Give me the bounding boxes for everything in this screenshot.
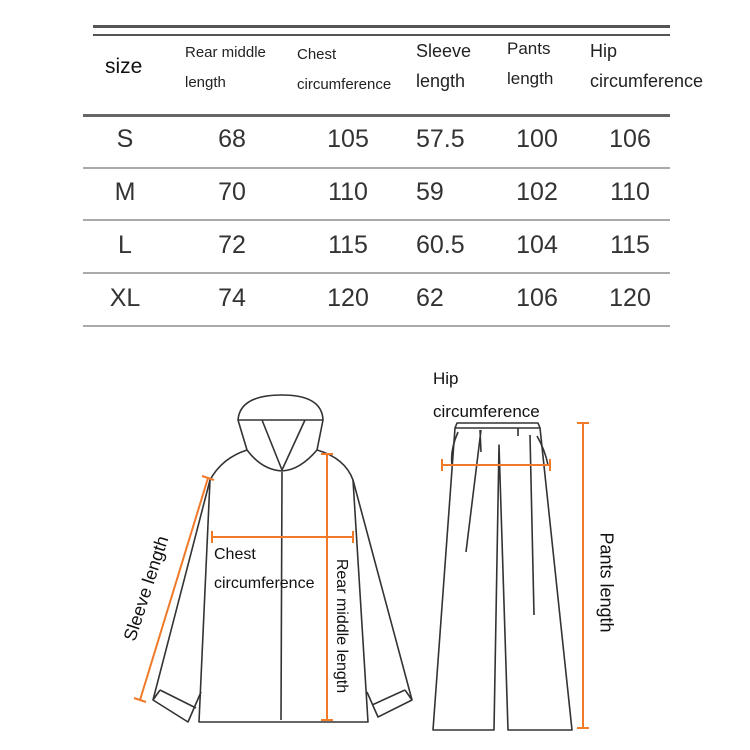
- row-rule: [83, 272, 670, 274]
- sleeve-cap: [133, 697, 147, 703]
- header-chest-circumference: Chest circumference: [297, 40, 391, 100]
- value-cell: 120: [609, 284, 651, 312]
- sleeve-length-measure: [139, 477, 209, 701]
- pants-drawing: [432, 422, 573, 731]
- size-cell: S: [116, 125, 134, 153]
- chest-label: Chest circumference: [214, 540, 314, 598]
- value-cell: 115: [328, 231, 368, 259]
- value-cell: 110: [610, 178, 650, 206]
- value-cell: 106: [516, 284, 558, 312]
- measure-lines: [133, 422, 589, 729]
- row-rule: [83, 325, 670, 327]
- value-cell: 62: [416, 284, 444, 312]
- pants-pockets: [450, 431, 549, 466]
- header-line: length: [185, 74, 226, 91]
- label-line: Hip: [433, 369, 459, 388]
- label-line: circumference: [433, 402, 540, 421]
- value-cell: 110: [328, 178, 368, 206]
- value-cell: 60.5: [416, 231, 465, 259]
- header-line: Pants: [507, 39, 551, 58]
- row-rule: [83, 167, 670, 169]
- value-cell: 68: [218, 125, 246, 153]
- label-line: Chest: [214, 546, 256, 563]
- header-sleeve-length: Sleeve length: [416, 36, 471, 96]
- value-cell: 120: [327, 284, 369, 312]
- row-rule: [83, 219, 670, 221]
- header-line: length: [416, 71, 466, 91]
- jacket-hood: [237, 394, 324, 472]
- pants-pleats: [465, 428, 535, 616]
- value-cell: 105: [327, 125, 369, 153]
- header-size: size: [105, 55, 143, 78]
- size-cell: M: [114, 178, 136, 206]
- header-line: Sleeve: [416, 41, 472, 61]
- header-line: Rear middle: [185, 44, 266, 61]
- header-line: Chest: [297, 46, 337, 63]
- jacket-right-sleeve: [352, 479, 413, 718]
- jacket-drawing: [152, 394, 413, 723]
- value-cell: 72: [218, 231, 246, 259]
- value-cell: 70: [218, 178, 246, 206]
- value-cell: 59: [416, 178, 444, 206]
- value-cell: 104: [516, 231, 558, 259]
- value-cell: 106: [609, 125, 651, 153]
- table-top-rule: [93, 25, 670, 28]
- sleeve-cap: [201, 475, 215, 481]
- header-rule: [83, 114, 670, 117]
- header-hip-circumference: Hip circumference: [590, 36, 703, 96]
- table-top-rule-2: [93, 34, 670, 36]
- label-line: circumference: [214, 575, 315, 592]
- pants-length-label: Pants length: [596, 532, 617, 633]
- size-cell: XL: [109, 284, 141, 312]
- jacket-body: [198, 449, 369, 723]
- value-cell: 57.5: [416, 125, 465, 153]
- jacket-left-sleeve: [152, 479, 211, 723]
- header-line: Hip: [590, 41, 618, 61]
- header-rear-middle-length: Rear middle length: [185, 38, 266, 98]
- value-cell: 102: [516, 178, 558, 206]
- size-cell: L: [118, 231, 132, 259]
- hip-label: Hip circumference: [433, 362, 540, 428]
- jacket-zip: [280, 471, 283, 721]
- pants-outline: [432, 427, 573, 731]
- jacket-hood-inner: [238, 419, 323, 471]
- header-pants-length: Pants length: [507, 34, 553, 94]
- header-line: length: [507, 69, 554, 88]
- header-line: circumference: [590, 71, 704, 91]
- rear-middle-length-label: Rear middle length: [333, 558, 351, 694]
- header-line: circumference: [297, 76, 392, 93]
- value-cell: 115: [610, 231, 650, 259]
- value-cell: 74: [218, 284, 246, 312]
- value-cell: 100: [516, 125, 558, 153]
